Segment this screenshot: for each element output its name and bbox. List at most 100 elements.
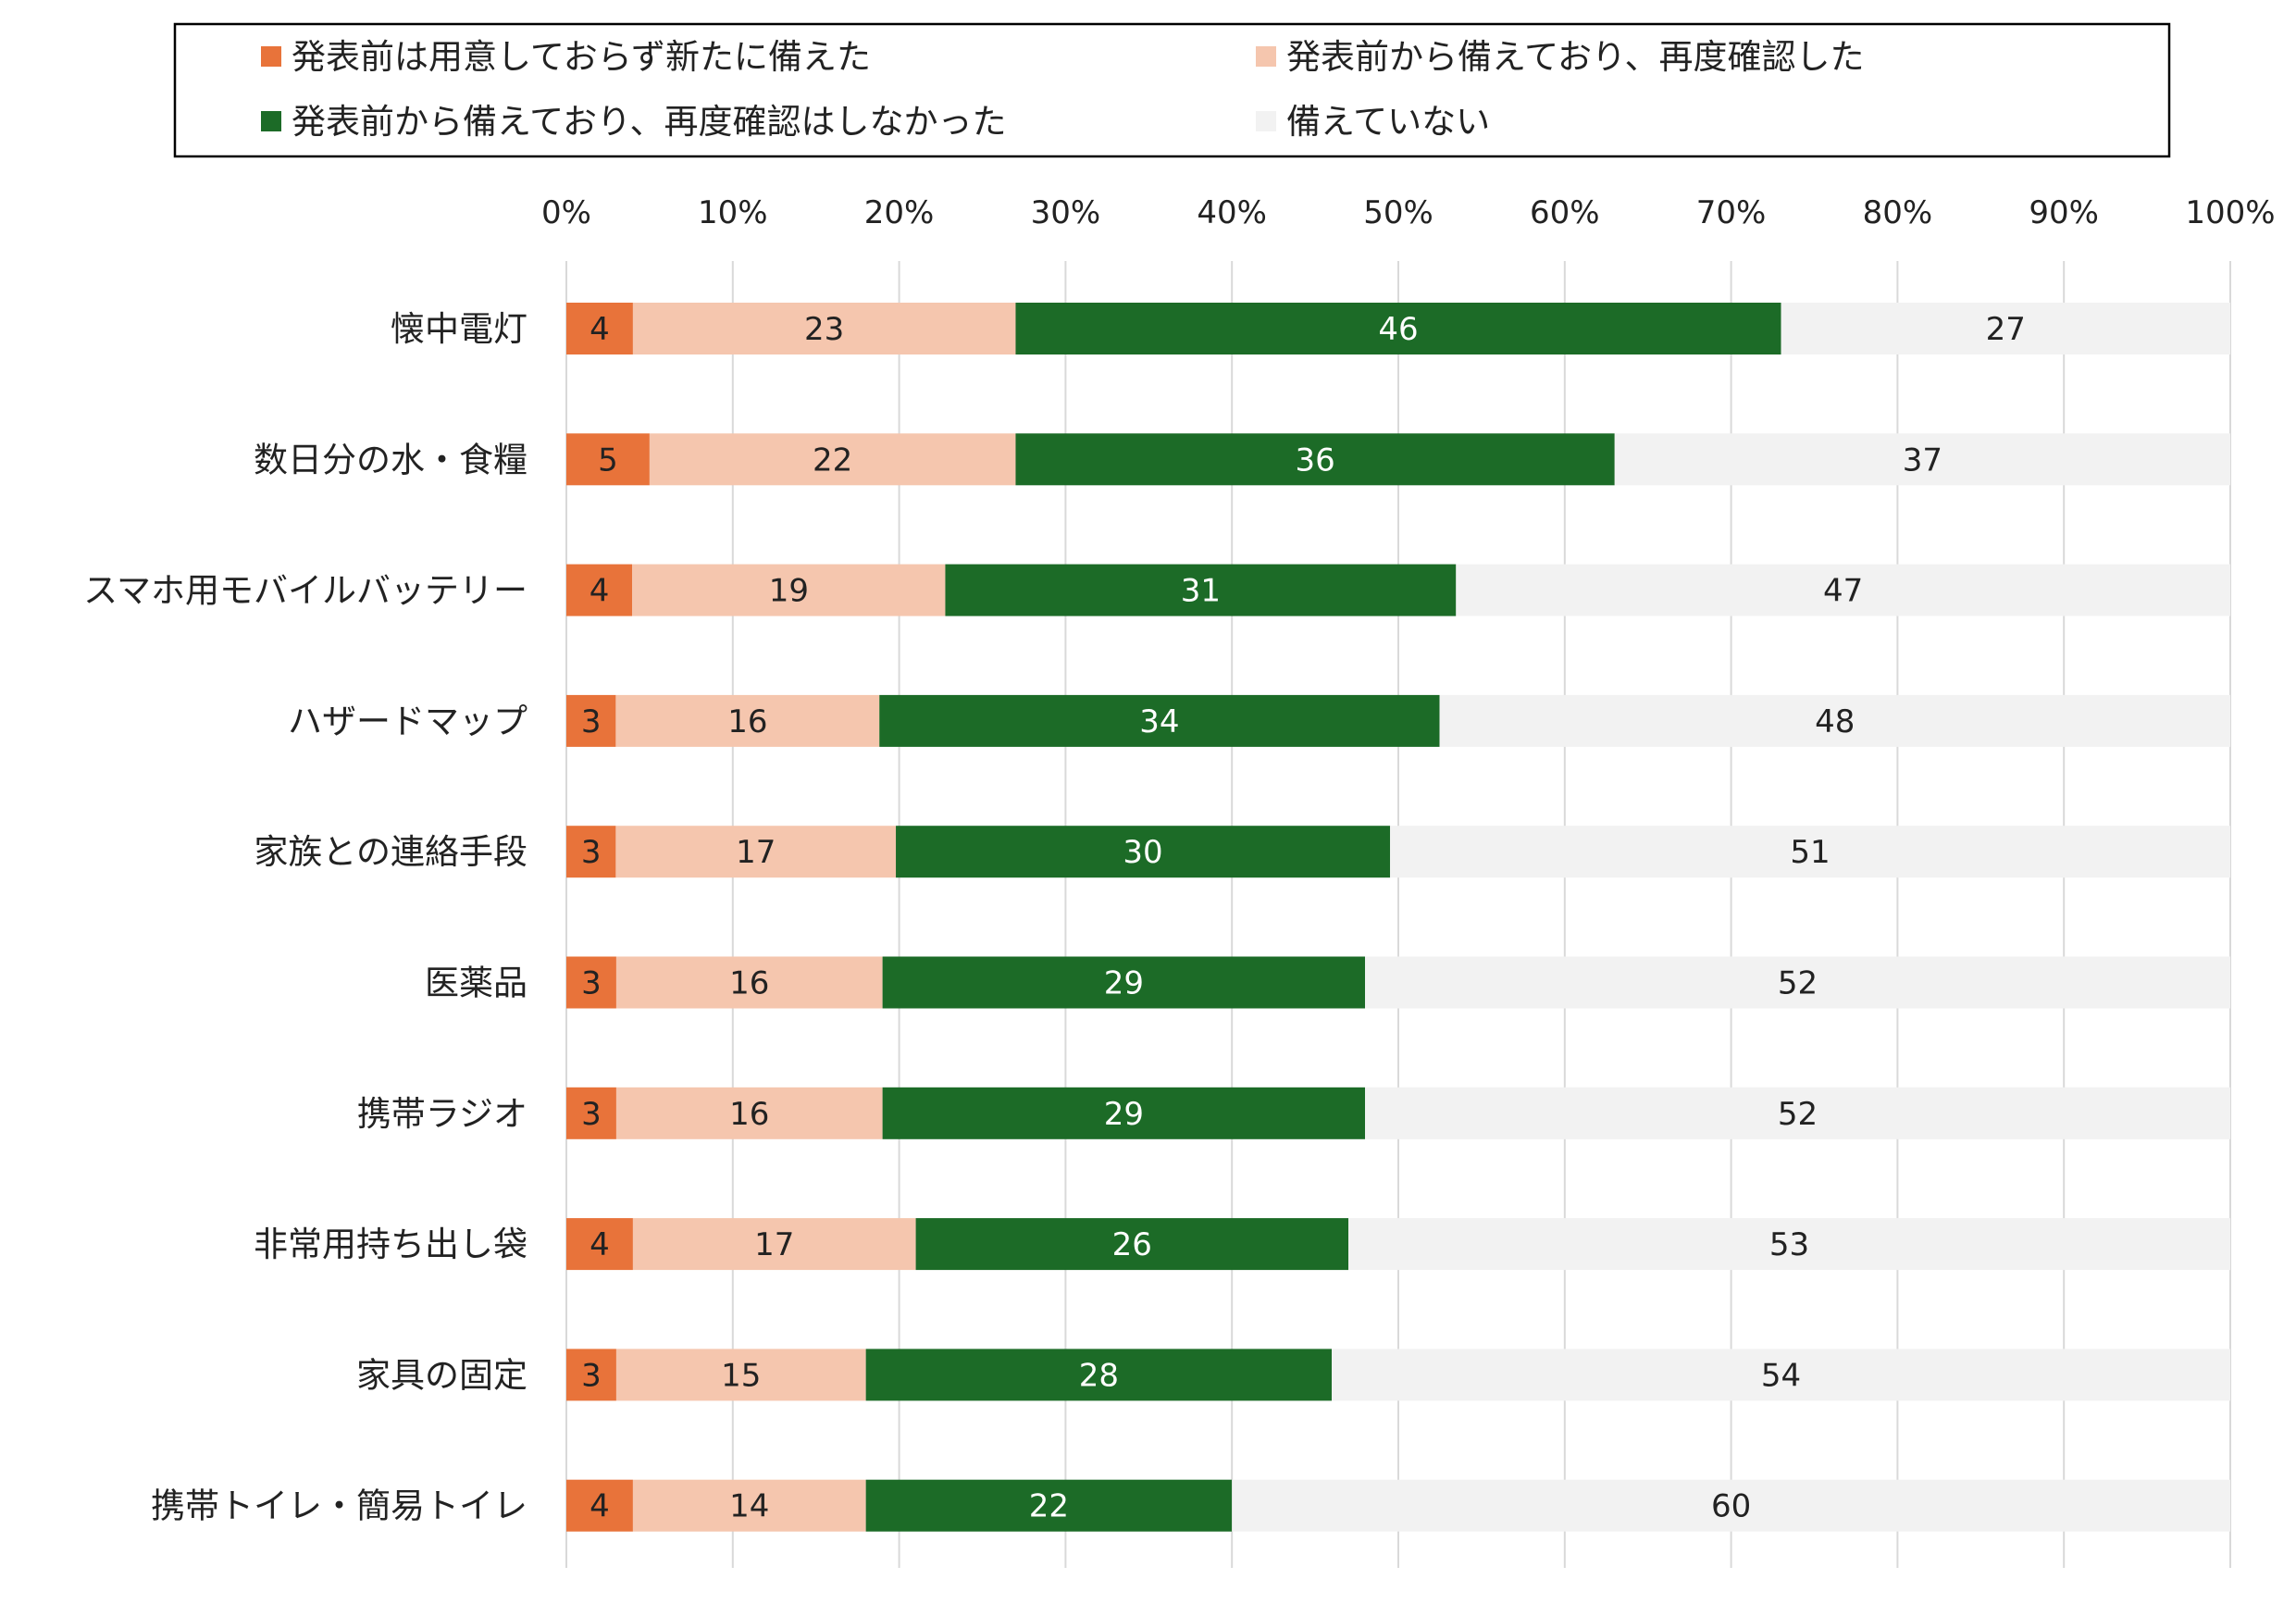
bar-segment bbox=[649, 433, 1016, 486]
legend-entry: 発表前から備えており、再度確認はしなかった bbox=[292, 102, 1007, 142]
legend-swatch bbox=[261, 111, 281, 131]
x-tick-label: 50% bbox=[1363, 194, 1433, 231]
bar-segment bbox=[1456, 564, 2230, 616]
category-label: 家族との連絡手段 bbox=[254, 832, 527, 872]
data-label: 3 bbox=[581, 1357, 602, 1394]
data-label: 17 bbox=[736, 834, 776, 871]
bar-segment bbox=[945, 564, 1457, 616]
legend-entry: 備えていない bbox=[1286, 102, 1490, 142]
legend-entry: 発表前は用意しておらず新たに備えた bbox=[292, 37, 871, 77]
bar-segment bbox=[566, 826, 616, 878]
data-label: 36 bbox=[1295, 441, 1334, 479]
x-tick-label: 100% bbox=[2185, 194, 2275, 231]
data-label: 51 bbox=[1790, 834, 1830, 871]
bar-segment bbox=[882, 956, 1366, 1009]
data-label: 14 bbox=[729, 1488, 769, 1525]
data-label: 3 bbox=[581, 834, 602, 871]
data-label: 16 bbox=[729, 965, 769, 1002]
bar-segment bbox=[882, 1087, 1366, 1139]
legend-entry: 発表前から備えており、再度確認した bbox=[1286, 37, 1865, 77]
x-tick-label: 10% bbox=[698, 194, 768, 231]
data-label: 3 bbox=[581, 703, 602, 740]
bar-segment bbox=[879, 694, 1440, 747]
data-label: 46 bbox=[1378, 311, 1418, 348]
category-label: ハザードマップ bbox=[288, 702, 527, 741]
legend: 発表前は用意しておらず新たに備えた 発表前から備えており、再度確認した発表前から備… bbox=[261, 37, 1865, 142]
data-label: 5 bbox=[598, 441, 618, 479]
data-label: 26 bbox=[1112, 1226, 1152, 1263]
category-label: 非常用持ち出し袋 bbox=[254, 1225, 527, 1264]
data-label: 47 bbox=[1823, 573, 1863, 610]
category-label: 携帯ラジオ bbox=[357, 1094, 527, 1134]
legend-box bbox=[173, 22, 2171, 158]
bar-segment bbox=[566, 564, 633, 616]
bar-segment bbox=[566, 303, 633, 354]
category-label: 医薬品 bbox=[425, 964, 527, 1003]
bar-segment bbox=[615, 1087, 883, 1139]
bar-segment bbox=[632, 1479, 866, 1532]
category-labels: 懐中電灯数日分の水・食糧スマホ用モバイルバッテリーハザードマップ家族との連絡手段… bbox=[83, 309, 527, 1526]
data-label: 4 bbox=[590, 1226, 610, 1263]
data-label: 4 bbox=[590, 311, 610, 348]
data-label: 31 bbox=[1181, 573, 1221, 610]
bar-segment bbox=[615, 956, 883, 1009]
bar-segment bbox=[1781, 303, 2230, 354]
data-label: 23 bbox=[804, 311, 844, 348]
data-label: 22 bbox=[813, 441, 852, 479]
data-label: 53 bbox=[1769, 1226, 1809, 1263]
bar-segment bbox=[566, 1479, 633, 1532]
bar-segment bbox=[566, 1087, 616, 1139]
bar-segment bbox=[1348, 1218, 2230, 1271]
data-label: 30 bbox=[1123, 834, 1162, 871]
data-label: 3 bbox=[581, 965, 602, 1002]
data-label: 52 bbox=[1778, 1096, 1818, 1133]
data-label: 28 bbox=[1079, 1357, 1119, 1394]
bar-segment bbox=[615, 694, 880, 747]
bar-segment bbox=[1015, 433, 1615, 486]
bar-segment bbox=[566, 956, 616, 1009]
bar-segment bbox=[1365, 956, 2230, 1009]
bar-segment bbox=[566, 694, 616, 747]
data-label: 37 bbox=[1903, 441, 1942, 479]
category-label: 家具の固定 bbox=[356, 1355, 527, 1395]
legend-swatch bbox=[1256, 46, 1276, 67]
bar-segment bbox=[615, 826, 897, 878]
x-tick-label: 20% bbox=[864, 194, 935, 231]
data-label: 3 bbox=[581, 1096, 602, 1133]
bar-segment bbox=[1015, 303, 1781, 354]
x-tick-label: 30% bbox=[1031, 194, 1101, 231]
data-label: 15 bbox=[721, 1357, 761, 1394]
x-tick-label: 70% bbox=[1696, 194, 1767, 231]
bar-segment bbox=[615, 1349, 866, 1401]
data-label: 22 bbox=[1029, 1488, 1069, 1525]
x-tick-label: 80% bbox=[1863, 194, 1933, 231]
category-label: 懐中電灯 bbox=[391, 309, 527, 349]
category-label: 携帯トイレ・簡易トイレ bbox=[151, 1486, 527, 1526]
legend-swatch bbox=[1256, 111, 1276, 131]
bar-segment bbox=[566, 1218, 633, 1271]
x-tick-label: 0% bbox=[541, 194, 591, 231]
data-label: 4 bbox=[590, 1488, 610, 1525]
bar-segment bbox=[1390, 826, 2230, 878]
bar-segment bbox=[865, 1479, 1233, 1532]
bar-segment bbox=[566, 1349, 616, 1401]
category-label: スマホ用モバイルバッテリー bbox=[83, 571, 527, 611]
category-label: 数日分の水・食糧 bbox=[254, 440, 527, 479]
bars: 4 23 46 275 22 36 374 19 31 473 16 34 483 17 30 513 16 29… bbox=[566, 303, 2230, 1532]
data-label: 29 bbox=[1104, 965, 1144, 1002]
bar-segment bbox=[1232, 1479, 2230, 1532]
bar-segment bbox=[896, 826, 1391, 878]
data-label: 16 bbox=[727, 703, 767, 740]
x-tick-label: 90% bbox=[2029, 194, 2099, 231]
x-axis-tick-labels: 0% 10% 20% 30% 40% 50% 60% 70% 80% 90% 100% bbox=[541, 194, 2276, 231]
data-label: 27 bbox=[1986, 311, 2026, 348]
bar-segment bbox=[1365, 1087, 2230, 1139]
bar-segment bbox=[1439, 694, 2230, 747]
x-tick-label: 60% bbox=[1530, 194, 1600, 231]
bar-segment bbox=[632, 303, 1016, 354]
x-tick-label: 40% bbox=[1197, 194, 1267, 231]
bar-segment bbox=[1332, 1349, 2230, 1401]
bar-segment bbox=[632, 1218, 916, 1271]
data-label: 29 bbox=[1104, 1096, 1144, 1133]
